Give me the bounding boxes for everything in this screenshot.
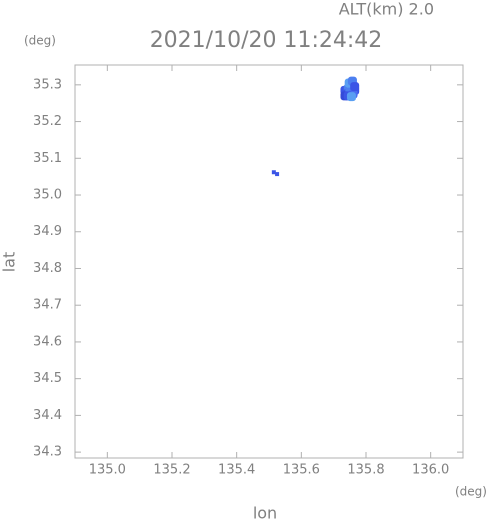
y-unit: (deg)	[24, 34, 56, 48]
echo-point	[271, 170, 276, 175]
chart-title: 2021/10/20 11:24:42	[150, 28, 383, 53]
x-tick-label: 135.0	[89, 463, 126, 478]
y-tick-label: 34.6	[33, 334, 62, 349]
y-axis-label: lat	[0, 252, 19, 273]
y-tick-label: 35.3	[33, 77, 62, 92]
y-tick-label: 35.0	[33, 188, 62, 203]
y-tick-label: 35.1	[33, 151, 62, 166]
plot-frame	[74, 64, 464, 459]
echo-point	[350, 82, 360, 92]
x-tick-label: 136.0	[412, 463, 449, 478]
altitude-label: ALT(km) 2.0	[339, 0, 434, 19]
y-tick-label: 34.7	[33, 298, 62, 313]
echo-point	[346, 92, 356, 102]
x-unit: (deg)	[455, 485, 487, 499]
y-tick-label: 34.4	[33, 408, 62, 423]
y-tick-label: 34.3	[33, 445, 62, 460]
x-tick-label: 135.4	[218, 463, 255, 478]
x-tick-label: 135.2	[153, 463, 190, 478]
x-tick-label: 135.6	[283, 463, 320, 478]
x-tick-label: 135.8	[347, 463, 384, 478]
x-axis-label: lon	[253, 504, 277, 522]
y-tick-label: 34.5	[33, 371, 62, 386]
y-tick-label: 35.2	[33, 114, 62, 129]
echo-point	[275, 172, 280, 177]
y-tick-label: 34.9	[33, 224, 62, 239]
y-tick-label: 34.8	[33, 261, 62, 276]
